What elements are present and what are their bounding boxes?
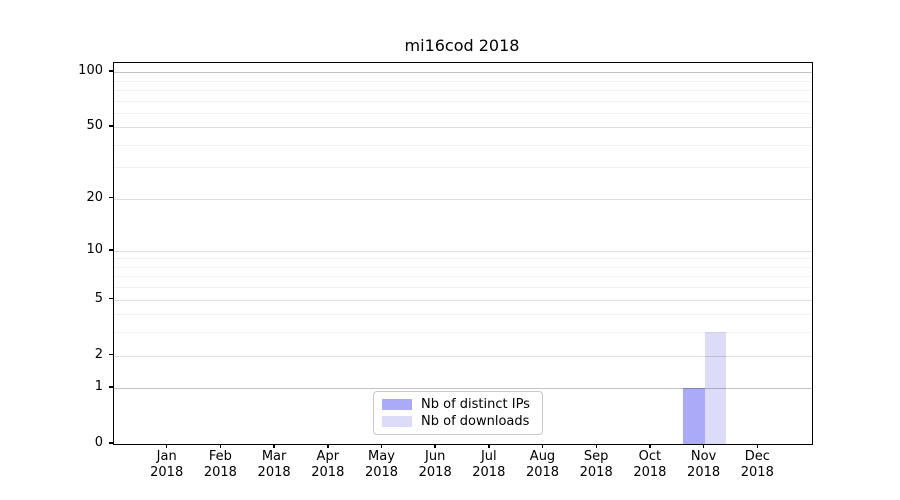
- gridline-y-100: [114, 72, 812, 73]
- x-axis-tick-3: [273, 444, 275, 448]
- x-axis-tick-8: [541, 444, 544, 448]
- gridline-y-1: [114, 388, 812, 390]
- legend-item-downloads: Nb of downloads: [382, 414, 534, 429]
- x-axis-tick-2: [219, 444, 222, 448]
- gridline-y-50: [114, 127, 812, 129]
- bar-nov-series0: [683, 388, 705, 444]
- x-axis-tick-label-aug: Aug 2018: [525, 449, 560, 480]
- gridline-y-80: [114, 89, 812, 91]
- chart-title: mi16cod 2018: [404, 36, 520, 55]
- gridline-y-6: [114, 287, 812, 289]
- x-axis-tick-10: [649, 444, 651, 448]
- y-axis-tick-10: [109, 249, 113, 251]
- legend: Nb of distinct IPs Nb of downloads: [373, 391, 543, 435]
- gridline-y-60: [114, 112, 812, 114]
- plot-area: [113, 62, 813, 445]
- gridline-y-10: [114, 250, 812, 252]
- gridline-y-40: [114, 144, 812, 146]
- y-axis-tick-50: [109, 125, 113, 127]
- x-axis-tick-label-feb: Feb 2018: [203, 449, 237, 480]
- x-axis-tick-6: [434, 444, 436, 448]
- x-axis-tick-label-apr: Apr 2018: [311, 449, 345, 480]
- y-axis-tick-2: [109, 353, 113, 356]
- x-axis-tick-12: [756, 444, 759, 448]
- x-axis-tick-11: [702, 444, 705, 448]
- gridline-y-70: [114, 100, 812, 102]
- x-axis-tick-label-may: May 2018: [364, 449, 399, 480]
- x-axis-tick-label-jul: Jul 2018: [472, 449, 506, 480]
- gridline-y-20: [114, 198, 812, 200]
- legend-swatch-distinct-ips: [382, 398, 412, 410]
- y-axis-tick-100: [109, 70, 113, 72]
- x-axis-tick-4: [327, 444, 329, 448]
- x-axis-tick-label-mar: Mar 2018: [257, 449, 291, 480]
- x-axis-tick-1: [165, 444, 168, 448]
- gridline-y-4: [114, 314, 812, 316]
- y-axis-tick-label-2: 2: [94, 346, 103, 362]
- x-axis-tick-label-dec: Dec 2018: [740, 449, 774, 480]
- x-axis-tick-label-oct: Oct 2018: [633, 449, 667, 480]
- gridline-y-90: [114, 80, 812, 82]
- gridline-y-5: [114, 299, 812, 301]
- x-axis-tick-5: [380, 444, 383, 448]
- gridline-y-9: [114, 258, 812, 260]
- gridline-y-7: [114, 276, 812, 278]
- y-axis-tick-0: [109, 442, 113, 444]
- x-axis-tick-label-sep: Sep 2018: [579, 449, 613, 480]
- y-axis-tick-label-1: 1: [94, 379, 103, 395]
- y-axis-tick-label-100: 100: [78, 63, 103, 78]
- legend-swatch-downloads: [382, 416, 412, 428]
- gridline-y-30: [114, 167, 812, 169]
- x-axis-tick-label-jun: Jun 2018: [418, 449, 452, 480]
- y-axis-tick-label-10: 10: [86, 241, 103, 257]
- legend-label-downloads: Nb of downloads: [421, 414, 530, 430]
- bar-nov-series1: [704, 332, 727, 444]
- gridline-y-3: [114, 332, 812, 334]
- x-axis-tick-9: [595, 444, 597, 448]
- y-axis-tick-label-20: 20: [86, 189, 103, 205]
- y-axis-tick-5: [109, 297, 113, 300]
- legend-label-distinct-ips: Nb of distinct IPs: [421, 396, 530, 412]
- gridline-y-2: [114, 355, 812, 357]
- x-axis-tick-7: [488, 444, 490, 448]
- legend-item-distinct-ips: Nb of distinct IPs: [382, 397, 534, 412]
- x-axis-tick-label-nov: Nov 2018: [687, 449, 721, 480]
- gridline-y-8: [114, 266, 812, 268]
- y-axis-tick-label-50: 50: [86, 118, 103, 134]
- y-axis-tick-label-0: 0: [94, 435, 103, 450]
- y-axis-tick-label-5: 5: [94, 290, 103, 306]
- x-axis-tick-label-jan: Jan 2018: [150, 449, 184, 480]
- y-axis-tick-1: [109, 386, 113, 388]
- y-axis-tick-20: [109, 196, 113, 199]
